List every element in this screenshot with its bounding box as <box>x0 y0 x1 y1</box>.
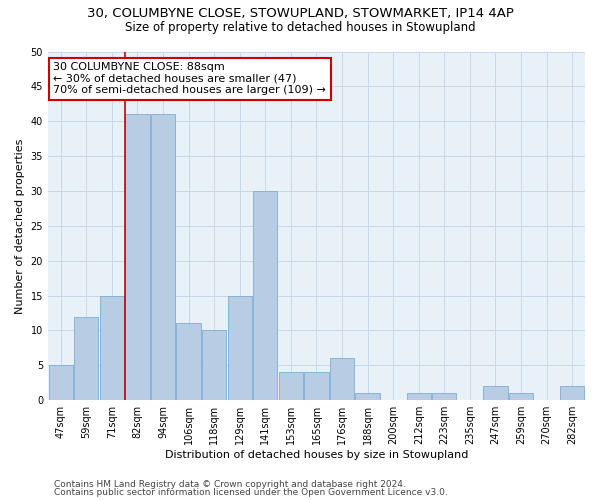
Bar <box>355 393 380 400</box>
Bar <box>304 372 329 400</box>
Bar <box>176 324 201 400</box>
Bar <box>202 330 226 400</box>
Text: 30, COLUMBYNE CLOSE, STOWUPLAND, STOWMARKET, IP14 4AP: 30, COLUMBYNE CLOSE, STOWUPLAND, STOWMAR… <box>86 8 514 20</box>
Bar <box>74 316 98 400</box>
Text: Size of property relative to detached houses in Stowupland: Size of property relative to detached ho… <box>125 21 475 34</box>
Y-axis label: Number of detached properties: Number of detached properties <box>15 138 25 314</box>
Bar <box>151 114 175 400</box>
Text: 30 COLUMBYNE CLOSE: 88sqm
← 30% of detached houses are smaller (47)
70% of semi-: 30 COLUMBYNE CLOSE: 88sqm ← 30% of detac… <box>53 62 326 95</box>
Bar <box>432 393 457 400</box>
Bar <box>100 296 124 400</box>
Bar <box>279 372 303 400</box>
Bar <box>49 366 73 400</box>
Bar <box>509 393 533 400</box>
Bar <box>125 114 149 400</box>
Bar <box>560 386 584 400</box>
Bar <box>330 358 354 400</box>
Bar <box>227 296 252 400</box>
Text: Contains HM Land Registry data © Crown copyright and database right 2024.: Contains HM Land Registry data © Crown c… <box>54 480 406 489</box>
Text: Contains public sector information licensed under the Open Government Licence v3: Contains public sector information licen… <box>54 488 448 497</box>
Bar <box>484 386 508 400</box>
Bar <box>253 191 277 400</box>
X-axis label: Distribution of detached houses by size in Stowupland: Distribution of detached houses by size … <box>165 450 468 460</box>
Bar <box>407 393 431 400</box>
